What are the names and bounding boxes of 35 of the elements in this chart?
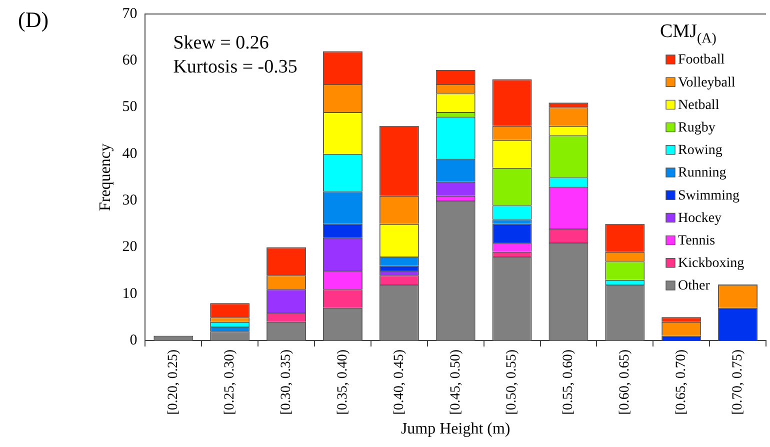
x-axis-title: Jump Height (m)	[400, 420, 510, 438]
legend-label: Rowing	[678, 143, 722, 158]
y-tick-label: 50	[122, 99, 138, 116]
y-tick-label: 40	[122, 146, 138, 162]
text: (D)	[18, 6, 49, 32]
annotation: Kurtosis = -0.35	[173, 56, 298, 78]
x-tick-label: [0.45, 0.50)	[448, 349, 464, 415]
x-tick-label: [0.70, 0.75)	[730, 349, 746, 415]
legend-label: Rugby	[678, 120, 716, 136]
annotation: Skew = 0.26	[173, 32, 269, 54]
x-tick-label: [0.35, 0.40)	[335, 349, 350, 415]
y-tick-label: 70	[122, 6, 138, 22]
legend-label: Netball	[678, 98, 720, 113]
y-tick-label: 0	[130, 332, 138, 348]
y-tick-label: 30	[122, 192, 138, 208]
legend-label: Swimming	[678, 188, 740, 204]
x-tick-label: [0.20, 0.25)	[166, 349, 182, 415]
legend-label: Other	[678, 278, 710, 294]
legend-label: Tennis	[678, 233, 716, 248]
x-tick-label: [0.60, 0.65)	[618, 349, 633, 415]
legend-label: Running	[678, 166, 726, 181]
x-tick-label: [0.25, 0.30)	[222, 349, 238, 415]
legend-label: Kickboxing	[678, 256, 744, 272]
y-tick-label: 10	[122, 286, 138, 302]
x-tick-label: [0.40, 0.45)	[392, 349, 407, 415]
legend-label: Hockey	[678, 210, 722, 226]
x-tick-label: [0.30, 0.35)	[278, 349, 294, 415]
y-tick-label: 60	[122, 52, 138, 69]
x-tick-label: [0.65, 0.70)	[674, 349, 690, 415]
y-axis-title: Frequency	[96, 143, 114, 212]
x-tick-label: [0.50, 0.55)	[504, 349, 520, 415]
y-tick-label: 20	[122, 239, 138, 256]
x-tick-label: [0.55, 0.60)	[561, 349, 576, 415]
legend-label: Football	[678, 52, 725, 68]
legend-label: Volleyball	[678, 75, 736, 90]
